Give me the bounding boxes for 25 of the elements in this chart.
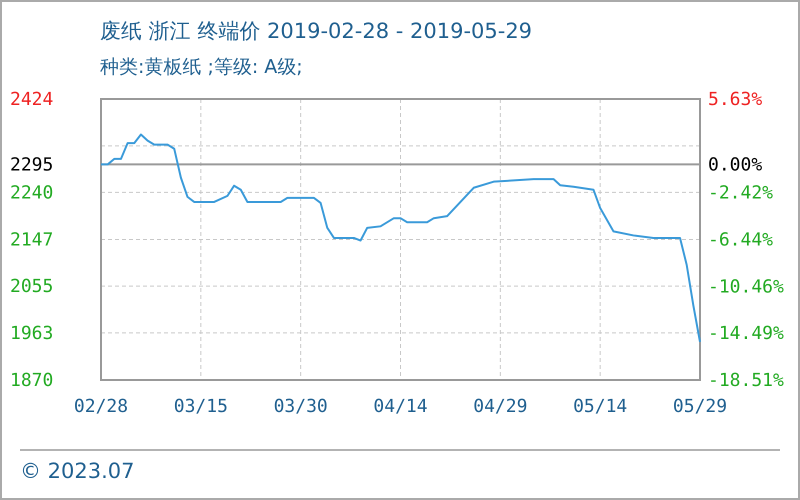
y-tick-label: 1963 <box>10 322 54 344</box>
y2-tick-label: -6.44% <box>708 230 774 250</box>
y2-tick-label: 5.63% <box>708 89 762 110</box>
y-tick-label: 2424 <box>10 89 54 110</box>
y2-tick-label: -2.42% <box>708 182 774 204</box>
y2-tick-label: -14.49% <box>708 323 784 344</box>
y-tick-label: 2295 <box>10 154 54 176</box>
x-tick-label: 05/14 <box>573 396 628 417</box>
y2-tick-label: -18.51% <box>708 370 784 391</box>
chart-subtitle: 种类:黄板纸 ;等级: A级; <box>100 56 303 78</box>
line-series <box>100 134 701 343</box>
text: © 2023.07 <box>20 459 135 483</box>
x-tick-label: 03/15 <box>174 396 228 417</box>
y-tick-label: 2240 <box>10 182 54 204</box>
x-tick-label: 05/29 <box>672 396 728 417</box>
y-tick-label: 2055 <box>10 276 54 298</box>
y2-tick-label: 0.00% <box>708 154 762 176</box>
x-tick-label: 04/29 <box>473 396 528 417</box>
x-tick-label: 04/14 <box>373 396 428 417</box>
x-tick-label: 02/28 <box>74 396 128 417</box>
y-tick-label: 2147 <box>10 230 54 250</box>
chart-title: 废纸 浙江 终端价 2019-02-28 - 2019-05-29 <box>100 19 532 43</box>
x-tick-label: 03/30 <box>274 396 328 417</box>
y2-tick-label: -10.46% <box>708 276 784 298</box>
y-tick-label: 1870 <box>10 370 54 391</box>
